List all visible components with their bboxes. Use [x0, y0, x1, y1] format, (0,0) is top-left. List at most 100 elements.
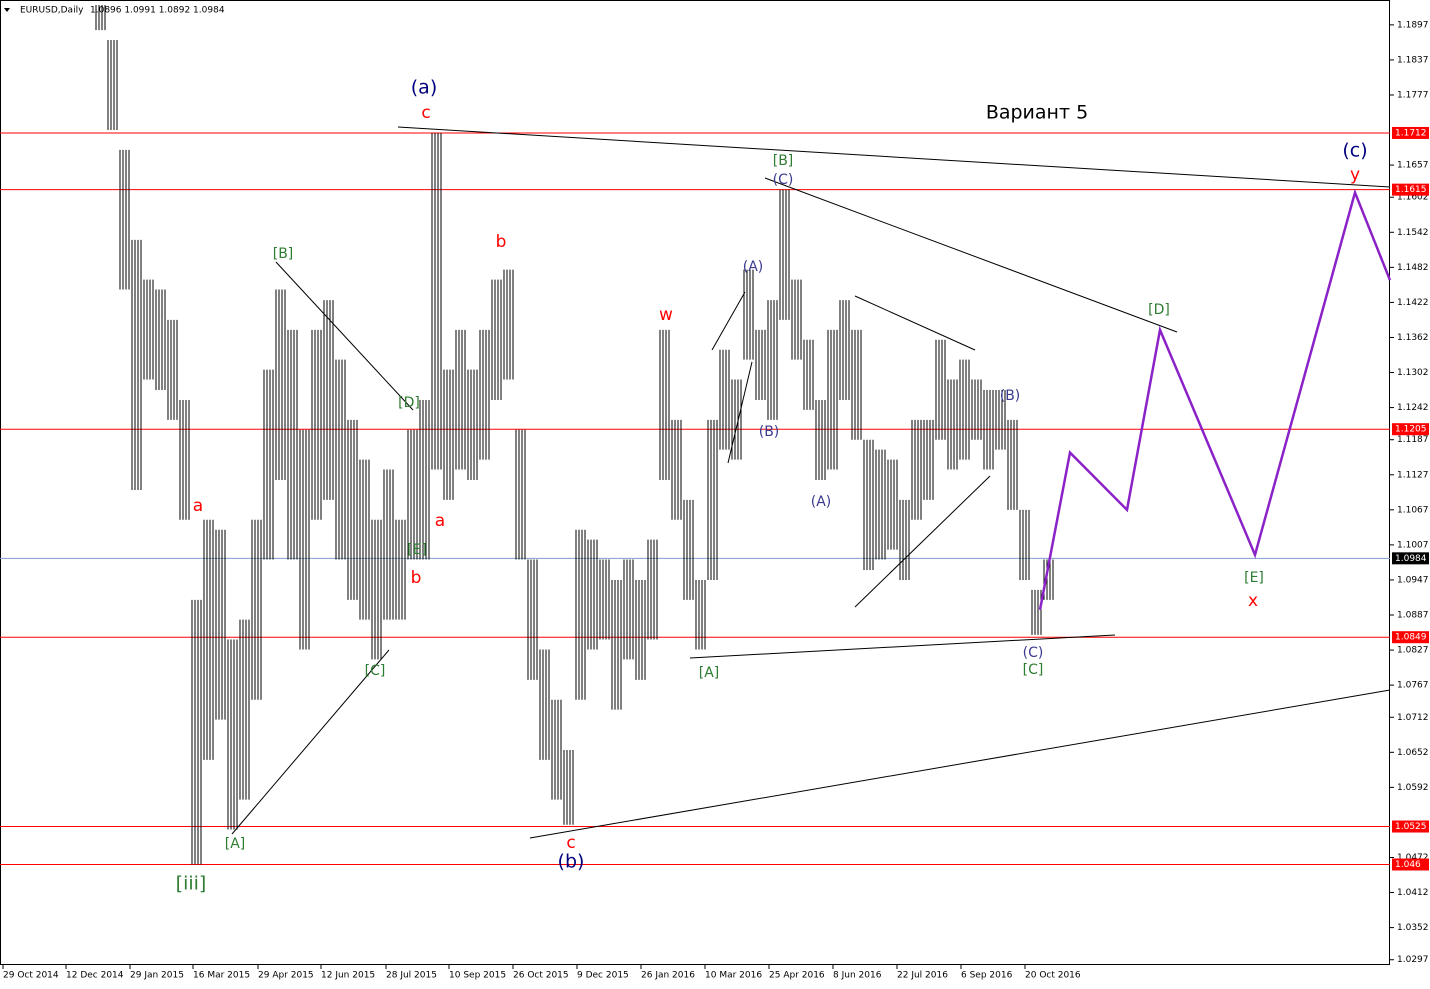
wave-label: [A]	[699, 665, 720, 681]
x-tick-label: 28 Jul 2015	[386, 971, 437, 981]
level-label-box	[1392, 631, 1429, 644]
x-tick-label: 26 Jan 2016	[641, 971, 695, 981]
x-tick-label: 22 Jul 2016	[897, 971, 948, 981]
wave-label: [D]	[398, 395, 420, 411]
wave-label: [C]	[1023, 662, 1044, 678]
x-tick-label: 12 Dec 2014	[66, 971, 124, 981]
y-tick-label: 1.1007	[1397, 540, 1429, 550]
trend-line	[764, 177, 1178, 333]
x-tick-label: 10 Mar 2016	[705, 971, 762, 981]
current-price-label: 1.0984	[1395, 554, 1427, 564]
wave-label: [B]	[273, 246, 294, 262]
wave-label: y	[1350, 165, 1360, 185]
wave-label: x	[1248, 591, 1258, 611]
y-tick-label: 1.1362	[1397, 333, 1429, 343]
ohlc-readout: 1.0896 1.0991 1.0892 1.0984	[90, 6, 225, 16]
trend-line	[397, 126, 1391, 188]
wave-label: (a)	[411, 77, 437, 99]
wave-label: (C)	[1023, 645, 1044, 661]
wave-label: a	[435, 511, 445, 531]
wave-label: [B]	[773, 153, 794, 169]
x-tick-label: 12 Jun 2015	[321, 971, 375, 981]
wave-label: [E]	[407, 542, 427, 558]
x-tick-label: 25 Apr 2016	[769, 971, 825, 981]
projection-path	[1038, 188, 1392, 610]
x-tick-label: 29 Jan 2015	[130, 971, 184, 981]
y-tick-label: 1.1542	[1397, 228, 1429, 238]
y-tick-label: 1.0472	[1397, 853, 1429, 863]
level-label-box	[1392, 858, 1429, 871]
y-tick-label: 1.0412	[1397, 888, 1429, 898]
wave-label: a	[193, 496, 203, 516]
trend-line	[854, 475, 991, 608]
y-tick-label: 1.0887	[1397, 611, 1429, 621]
x-tick-label: 26 Oct 2015	[513, 971, 569, 981]
wave-label: (C)	[773, 172, 794, 188]
menu-arrow	[4, 8, 10, 12]
wave-label: [D]	[1148, 302, 1170, 318]
y-tick-label: 1.0297	[1397, 955, 1429, 965]
y-tick-label: 1.1127	[1397, 470, 1429, 480]
level-label: 1.1712	[1395, 128, 1427, 138]
wave-label: w	[659, 305, 673, 325]
level-label: 1.046	[1395, 860, 1421, 870]
y-tick-label: 1.1602	[1397, 193, 1429, 203]
trend-line	[275, 261, 414, 411]
y-tick-label: 1.0592	[1397, 783, 1429, 793]
trend-line	[689, 634, 1116, 659]
level-label: 1.1615	[1395, 185, 1427, 195]
wave-label: c	[421, 103, 430, 123]
trend-line	[854, 295, 976, 351]
y-tick-label: 1.0947	[1397, 575, 1429, 585]
wave-label: (c)	[1342, 140, 1367, 162]
y-tick-label: 1.0712	[1397, 713, 1429, 723]
y-tick-label: 1.1302	[1397, 368, 1429, 378]
level-label: 1.0525	[1395, 822, 1427, 832]
x-tick-label: 29 Apr 2015	[258, 971, 314, 981]
y-tick-label: 1.1422	[1397, 298, 1429, 308]
wave-label: [iii]	[176, 873, 207, 895]
y-tick-label: 1.0352	[1397, 923, 1429, 933]
y-tick-label: 1.1837	[1397, 55, 1429, 65]
y-tick-label: 1.0767	[1397, 681, 1429, 691]
level-label-box	[1392, 126, 1429, 139]
wave-label: b	[411, 568, 422, 588]
wave-label: [C]	[365, 663, 386, 679]
y-tick-label: 1.0827	[1397, 646, 1429, 656]
y-tick-label: 1.0652	[1397, 748, 1429, 758]
wave-label: (B)	[1000, 388, 1021, 404]
trend-line	[711, 291, 746, 351]
wave-label: c	[566, 833, 575, 853]
wave-label: (A)	[811, 494, 832, 510]
wave-label: (B)	[759, 424, 780, 440]
trend-line	[231, 649, 390, 835]
wave-label: [E]	[1244, 570, 1264, 586]
y-tick-label: 1.1897	[1397, 20, 1429, 30]
level-label-box	[1392, 183, 1429, 196]
level-label: 1.0849	[1395, 633, 1427, 643]
x-tick-label: 6 Sep 2016	[961, 971, 1013, 981]
x-tick-label: 10 Sep 2015	[449, 971, 506, 981]
level-label-box	[1392, 423, 1429, 436]
symbol: EURUSD,Daily	[20, 6, 84, 16]
x-tick-label: 20 Oct 2016	[1025, 971, 1081, 981]
y-tick-label: 1.1777	[1397, 90, 1429, 100]
y-tick-label: 1.1657	[1397, 161, 1429, 171]
wave-label: b	[496, 232, 507, 252]
x-tick-label: 16 Mar 2015	[193, 971, 250, 981]
y-tick-label: 1.1242	[1397, 403, 1429, 413]
current-price-box	[1392, 552, 1429, 565]
plot-frame	[0, 0, 1390, 965]
wave-label: [A]	[225, 836, 246, 852]
y-tick-label: 1.1482	[1397, 263, 1429, 273]
y-tick-label: 1.1067	[1397, 505, 1429, 515]
trend-line	[727, 361, 753, 464]
level-label: 1.1205	[1395, 425, 1427, 435]
wave-label: Вариант 5	[986, 102, 1088, 124]
y-tick-label: 1.1187	[1397, 435, 1429, 445]
level-label-box	[1392, 820, 1429, 833]
trend-line	[529, 689, 1391, 839]
wave-label: (A)	[743, 259, 764, 275]
